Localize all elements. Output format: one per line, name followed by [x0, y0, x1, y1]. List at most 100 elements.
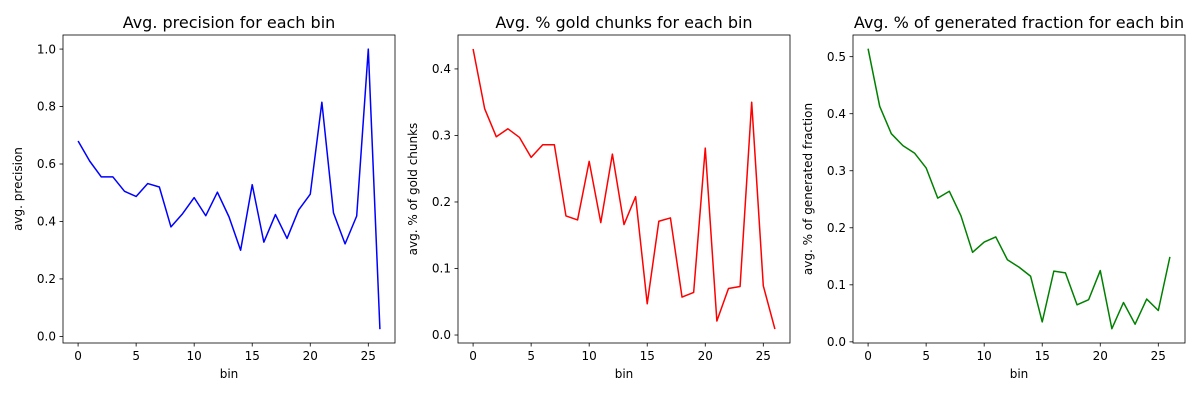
x-tick-label: 5 — [527, 349, 535, 363]
x-tick-label: 0 — [864, 349, 872, 363]
data-point — [715, 320, 718, 323]
data-point — [971, 251, 974, 254]
data-point — [1157, 309, 1160, 312]
data-point — [692, 291, 695, 294]
data-point — [123, 190, 126, 193]
x-tick-label: 10 — [582, 349, 597, 363]
data-point — [332, 211, 335, 214]
data-point — [1041, 320, 1044, 323]
data-point — [309, 193, 312, 196]
data-point — [890, 132, 893, 135]
data-point — [727, 287, 730, 290]
data-point — [355, 215, 358, 218]
chart-panel-3: 0 5 10 15 20 25 0.0 0.1 0.2 0.3 0.4 0.5 Avg. % of ge… — [801, 13, 1186, 381]
data-point — [948, 190, 951, 193]
x-tick-label: 15 — [245, 349, 260, 363]
y-axis-label: avg. % of gold chunks — [406, 123, 420, 256]
x-tick-label: 10 — [187, 349, 202, 363]
x-axis-label: bin — [220, 367, 239, 381]
data-point — [541, 143, 544, 146]
data-point — [634, 195, 637, 198]
x-tick-label: 20 — [698, 349, 713, 363]
data-point — [1110, 327, 1113, 330]
chart-panel-2: 0 5 10 15 20 25 0.0 0.1 0.2 0.3 0.4 Avg. % gold chu… — [406, 13, 791, 381]
data-point — [1052, 270, 1055, 273]
data-point — [297, 208, 300, 211]
data-point — [1064, 271, 1067, 274]
y-tick-label: 0.8 — [37, 100, 56, 114]
data-point — [495, 135, 498, 138]
data-point — [913, 152, 916, 155]
y-tick-label: 0.2 — [37, 272, 56, 286]
x-tick-label: 15 — [640, 349, 655, 363]
data-point — [274, 213, 277, 216]
data-point — [262, 241, 265, 244]
y-tick-label: 0.0 — [37, 330, 56, 344]
y-tick-label: 0.2 — [432, 195, 451, 209]
x-tick-label: 5 — [132, 349, 140, 363]
data-point — [378, 328, 381, 331]
data-point — [216, 191, 219, 194]
data-point — [204, 214, 207, 217]
data-point — [100, 175, 103, 178]
series-line — [77, 48, 381, 330]
data-point — [193, 196, 196, 199]
data-point — [239, 249, 242, 252]
data-point — [1076, 303, 1079, 306]
data-point — [588, 160, 591, 163]
data-point — [1099, 269, 1102, 272]
data-point — [669, 216, 672, 219]
data-point — [169, 225, 172, 228]
data-point — [146, 182, 149, 185]
plot-frame — [852, 34, 1186, 344]
x-tick-label: 0 — [469, 349, 477, 363]
data-point — [657, 220, 660, 223]
y-tick-label: 0.4 — [432, 62, 451, 76]
data-point — [344, 242, 347, 245]
data-point — [762, 284, 765, 287]
data-point — [739, 285, 742, 288]
data-point — [1006, 258, 1009, 261]
x-axis-label: bin — [1010, 367, 1029, 381]
plot-frame — [457, 34, 791, 344]
y-tick-label: 0.4 — [827, 107, 846, 121]
data-point — [88, 160, 91, 163]
data-point — [1087, 298, 1090, 301]
data-point — [611, 153, 614, 156]
data-point — [1134, 323, 1137, 326]
data-point — [181, 212, 184, 215]
x-tick-label: 15 — [1035, 349, 1050, 363]
data-point — [773, 328, 776, 331]
y-tick-label: 0.3 — [432, 129, 451, 143]
x-axis-label: bin — [615, 367, 634, 381]
data-point — [506, 127, 509, 130]
data-point — [704, 147, 707, 150]
data-point — [553, 143, 556, 146]
data-point — [1145, 298, 1148, 301]
data-point — [286, 237, 289, 240]
x-tick-label: 25 — [361, 349, 376, 363]
chart-title: Avg. precision for each bin — [123, 13, 336, 32]
y-axis-label: avg. % of generated fraction — [801, 103, 815, 275]
data-point — [111, 175, 114, 178]
data-point — [530, 156, 533, 159]
data-point — [251, 183, 254, 186]
y-tick-label: 0.1 — [432, 262, 451, 276]
data-point — [925, 166, 928, 169]
data-point — [959, 214, 962, 217]
series-line — [472, 48, 776, 330]
data-point — [623, 223, 626, 226]
data-point — [472, 47, 475, 50]
data-point — [1122, 301, 1125, 304]
y-axis-label: avg. precision — [11, 147, 25, 231]
data-point — [1018, 266, 1021, 269]
data-point — [750, 101, 753, 104]
data-point — [576, 218, 579, 221]
data-point — [228, 215, 231, 218]
data-point — [483, 107, 486, 110]
x-tick-label: 10 — [977, 349, 992, 363]
data-point — [77, 140, 80, 143]
data-point — [367, 48, 370, 51]
data-point — [681, 296, 684, 299]
